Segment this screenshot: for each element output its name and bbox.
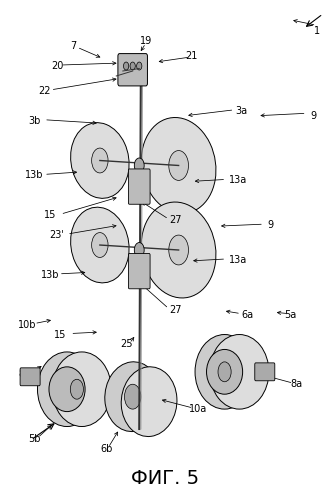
Ellipse shape	[105, 362, 161, 432]
Text: 9: 9	[267, 220, 274, 230]
Text: 10a: 10a	[189, 404, 208, 414]
Circle shape	[134, 158, 144, 173]
Text: 5b: 5b	[28, 434, 40, 444]
Text: 5a: 5a	[284, 310, 296, 320]
Text: 19: 19	[140, 36, 152, 46]
Text: 8b: 8b	[18, 370, 30, 380]
Circle shape	[92, 232, 108, 258]
Text: 20: 20	[51, 61, 63, 71]
Text: 7: 7	[71, 41, 77, 51]
FancyBboxPatch shape	[255, 363, 275, 381]
Ellipse shape	[141, 202, 216, 298]
Ellipse shape	[207, 350, 243, 394]
Text: 15: 15	[44, 210, 57, 220]
Ellipse shape	[49, 367, 85, 412]
Text: 3b: 3b	[28, 116, 40, 126]
FancyBboxPatch shape	[128, 254, 150, 289]
Text: 15: 15	[54, 330, 67, 340]
Text: 27: 27	[169, 304, 182, 314]
Circle shape	[92, 148, 108, 173]
Text: 10b: 10b	[19, 320, 37, 330]
Circle shape	[123, 62, 129, 70]
Text: 1: 1	[314, 26, 320, 36]
FancyBboxPatch shape	[128, 169, 150, 204]
Text: 21: 21	[186, 51, 198, 61]
Circle shape	[70, 380, 83, 399]
Text: 23': 23'	[50, 230, 65, 240]
Circle shape	[169, 150, 188, 180]
Text: 6b: 6b	[100, 444, 113, 454]
Ellipse shape	[141, 118, 216, 214]
Text: 6a: 6a	[242, 310, 254, 320]
Circle shape	[130, 62, 135, 70]
Text: 13b: 13b	[25, 170, 43, 180]
Bar	[52, 367, 82, 412]
Text: 27: 27	[169, 215, 182, 225]
Text: 9: 9	[310, 111, 316, 120]
Text: 13b: 13b	[41, 270, 60, 280]
Text: 13a: 13a	[229, 176, 247, 186]
FancyBboxPatch shape	[118, 54, 147, 86]
Circle shape	[169, 235, 188, 265]
Text: 25: 25	[120, 340, 132, 349]
Text: 8a: 8a	[291, 379, 303, 389]
Ellipse shape	[71, 207, 129, 283]
Text: 22: 22	[38, 86, 50, 96]
Circle shape	[124, 384, 141, 409]
Circle shape	[218, 362, 231, 382]
Ellipse shape	[195, 334, 254, 409]
Ellipse shape	[52, 352, 111, 426]
Circle shape	[137, 62, 142, 70]
Text: ФИГ. 5: ФИГ. 5	[131, 469, 200, 488]
Text: 3a: 3a	[235, 106, 247, 116]
Circle shape	[134, 242, 144, 258]
Ellipse shape	[210, 334, 269, 409]
Ellipse shape	[121, 367, 177, 436]
Ellipse shape	[37, 352, 97, 426]
FancyBboxPatch shape	[20, 368, 40, 386]
Bar	[210, 350, 239, 394]
Ellipse shape	[71, 122, 129, 198]
Text: 13a: 13a	[229, 255, 247, 265]
